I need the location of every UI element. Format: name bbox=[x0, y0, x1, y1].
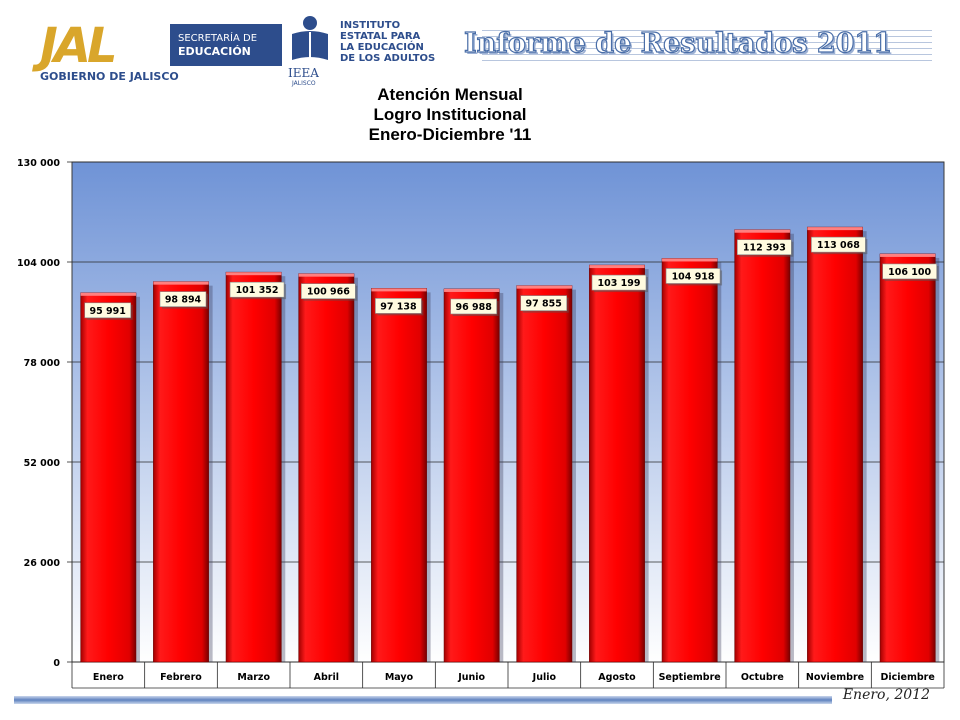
gobierno-jalisco-label: GOBIERNO DE JALISCO bbox=[40, 70, 179, 83]
bar-top-highlight bbox=[153, 281, 209, 285]
y-tick-label: 104 000 bbox=[17, 258, 60, 269]
data-label-box bbox=[301, 283, 356, 299]
x-category-label: Enero bbox=[93, 672, 124, 683]
data-label-box bbox=[882, 263, 937, 280]
data-label: 100 966 bbox=[307, 287, 350, 298]
plot-area bbox=[72, 162, 944, 662]
chart-title-line-2: Logro Institucional bbox=[373, 105, 527, 124]
data-label-box bbox=[520, 295, 568, 311]
x-category-label: Julio bbox=[532, 672, 557, 683]
y-tick-label: 130 000 bbox=[17, 158, 60, 169]
bar-top-highlight bbox=[80, 292, 136, 296]
data-label: 97 138 bbox=[380, 301, 417, 312]
x-category-label: Septiembre bbox=[659, 672, 721, 683]
bar bbox=[879, 253, 936, 663]
bar bbox=[371, 288, 427, 663]
data-label: 103 199 bbox=[598, 278, 641, 289]
secretaria-line: SECRETARÍA DE bbox=[178, 33, 258, 44]
x-category-label: Mayo bbox=[385, 672, 414, 683]
data-label-box bbox=[591, 274, 647, 291]
x-category-label: Agosto bbox=[598, 672, 636, 683]
data-label: 106 100 bbox=[888, 267, 931, 278]
data-label: 101 352 bbox=[236, 285, 279, 296]
bar-top-highlight bbox=[444, 288, 500, 292]
footer-bar bbox=[14, 696, 832, 704]
bar bbox=[80, 292, 137, 663]
x-category-label: Junio bbox=[457, 672, 485, 683]
bar-top-highlight bbox=[734, 229, 790, 233]
data-label-box bbox=[811, 236, 866, 253]
bar-top-highlight bbox=[298, 273, 354, 277]
y-tick-label: 26 000 bbox=[24, 558, 61, 569]
bar-top-highlight bbox=[516, 285, 572, 289]
bar-top-highlight bbox=[807, 227, 863, 231]
bar-top-highlight bbox=[589, 265, 645, 269]
data-label-box bbox=[665, 268, 721, 284]
data-label: 98 894 bbox=[165, 295, 202, 306]
data-label-box bbox=[229, 281, 285, 298]
ieea-state: JALISCO bbox=[292, 80, 316, 87]
data-label: 104 918 bbox=[672, 271, 715, 282]
ieea-name: INSTITUTO ESTATAL PARA LA EDUCACIÓN DE L… bbox=[340, 20, 436, 64]
data-label: 96 988 bbox=[455, 302, 492, 313]
reader-figure-icon bbox=[292, 16, 328, 60]
data-label-box bbox=[737, 239, 792, 256]
report-banner: Informe de Resultados 2011 bbox=[463, 26, 932, 68]
y-tick-label: 0 bbox=[53, 658, 60, 669]
chart-title-line-1: Atención Mensual bbox=[377, 85, 523, 104]
bar bbox=[516, 285, 573, 663]
x-category-label: Abril bbox=[314, 672, 339, 683]
x-category-label: Febrero bbox=[160, 672, 202, 683]
data-label-box bbox=[84, 302, 132, 319]
y-tick-label: 78 000 bbox=[24, 358, 61, 369]
data-label-box bbox=[450, 298, 497, 315]
report-title: Informe de Resultados 2011 bbox=[463, 27, 892, 59]
bar bbox=[225, 271, 282, 663]
chart-title-line-3: Enero-Diciembre '11 bbox=[368, 125, 532, 144]
bar-top-highlight bbox=[880, 253, 936, 257]
gobierno-jalisco-logo: JAL SECRETARÍA DE EDUCACIÓN GOBIERNO DE … bbox=[40, 18, 285, 86]
bar bbox=[734, 229, 791, 663]
bar bbox=[443, 288, 500, 663]
y-tick-label: 52 000 bbox=[24, 458, 61, 469]
bar bbox=[298, 273, 355, 663]
jal-logo-mark: JAL bbox=[40, 18, 118, 74]
secretaria-educacion-box: SECRETARÍA DE EDUCACIÓN bbox=[170, 24, 282, 66]
data-label: 95 991 bbox=[90, 306, 126, 317]
educacion-line: EDUCACIÓN bbox=[178, 45, 251, 58]
data-label: 112 393 bbox=[743, 243, 786, 254]
footer-date: Enero, 2012 bbox=[842, 687, 930, 703]
data-label-box bbox=[375, 298, 422, 314]
x-category-label: Diciembre bbox=[881, 672, 935, 683]
data-label: 113 068 bbox=[817, 240, 860, 251]
bar-top-highlight bbox=[662, 258, 718, 262]
bar bbox=[153, 281, 209, 663]
bar-top-highlight bbox=[226, 272, 282, 276]
x-category-label: Marzo bbox=[237, 672, 270, 683]
ieea-logo: IEEA JALISCO INSTITUTO ESTATAL PARA LA E… bbox=[288, 14, 458, 94]
x-category-label: Noviembre bbox=[806, 672, 864, 683]
data-label: 97 855 bbox=[526, 299, 562, 310]
data-label-box bbox=[159, 291, 207, 307]
x-category-label: Octubre bbox=[741, 672, 784, 683]
bar bbox=[807, 226, 863, 663]
bar bbox=[589, 264, 645, 663]
bar bbox=[661, 258, 718, 663]
ieea-abbr: IEEA bbox=[288, 66, 319, 80]
bar-top-highlight bbox=[371, 288, 427, 292]
